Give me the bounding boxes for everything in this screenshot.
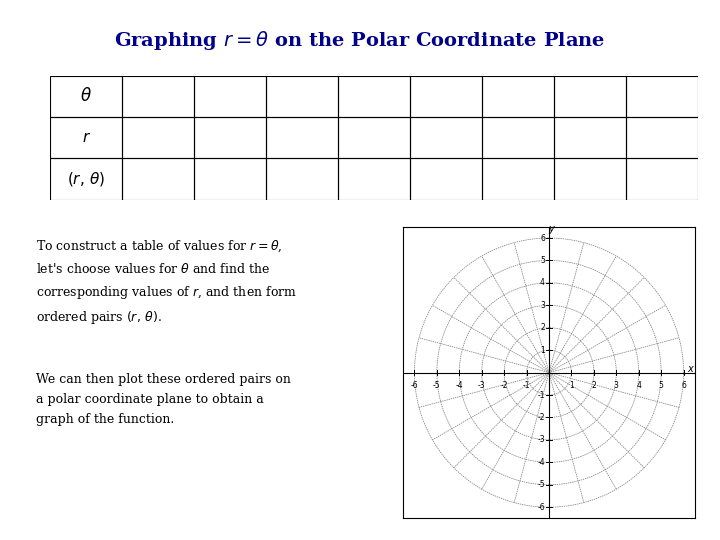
Bar <box>122 117 194 158</box>
Bar <box>482 117 554 158</box>
Bar <box>554 76 626 117</box>
Text: 3: 3 <box>540 301 545 310</box>
Text: $(r,\, \theta)$: $(r,\, \theta)$ <box>67 170 106 188</box>
Bar <box>410 158 482 200</box>
Text: -4: -4 <box>456 381 463 390</box>
Bar <box>194 117 266 158</box>
Text: To construct a table of values for $r = \theta$,
let's choose values for $\theta: To construct a table of values for $r = … <box>36 239 297 327</box>
Text: -3: -3 <box>537 435 545 444</box>
Text: We can then plot these ordered pairs on
a polar coordinate plane to obtain a
gra: We can then plot these ordered pairs on … <box>36 373 291 426</box>
Bar <box>266 117 338 158</box>
Text: 2: 2 <box>540 323 545 332</box>
Bar <box>410 76 482 117</box>
Bar <box>122 158 194 200</box>
Bar <box>626 76 698 117</box>
Bar <box>482 158 554 200</box>
Bar <box>194 158 266 200</box>
Text: -6: -6 <box>537 503 545 512</box>
Bar <box>266 158 338 200</box>
Text: -2: -2 <box>500 381 508 390</box>
Text: Graphing $\mathit{r} = \theta$ on the Polar Coordinate Plane: Graphing $\mathit{r} = \theta$ on the Po… <box>114 29 606 52</box>
Bar <box>482 76 554 117</box>
Bar <box>122 76 194 117</box>
Text: 4: 4 <box>540 279 545 287</box>
Bar <box>554 158 626 200</box>
Text: -6: -6 <box>410 381 418 390</box>
Text: 5: 5 <box>659 381 664 390</box>
Bar <box>50 158 122 200</box>
Bar <box>194 76 266 117</box>
Text: $y$: $y$ <box>549 224 557 236</box>
Bar <box>266 76 338 117</box>
Text: -5: -5 <box>537 480 545 489</box>
Text: 5: 5 <box>540 256 545 265</box>
Text: 2: 2 <box>592 381 596 390</box>
Text: -1: -1 <box>537 390 545 400</box>
Bar <box>50 117 122 158</box>
Text: -1: -1 <box>523 381 531 390</box>
Bar <box>338 158 410 200</box>
Text: 3: 3 <box>614 381 618 390</box>
Text: -3: -3 <box>478 381 485 390</box>
Bar <box>626 158 698 200</box>
Bar <box>554 117 626 158</box>
Text: 1: 1 <box>569 381 574 390</box>
Text: 6: 6 <box>540 233 545 242</box>
Text: $\theta$: $\theta$ <box>81 87 92 105</box>
Text: -2: -2 <box>537 413 545 422</box>
Bar <box>626 117 698 158</box>
Text: 1: 1 <box>540 346 545 355</box>
Bar <box>338 117 410 158</box>
Text: $x$: $x$ <box>688 364 696 374</box>
Text: 6: 6 <box>681 381 686 390</box>
Bar <box>50 76 122 117</box>
Bar <box>410 117 482 158</box>
Text: -4: -4 <box>537 458 545 467</box>
Text: 4: 4 <box>636 381 642 390</box>
Bar <box>338 76 410 117</box>
Text: -5: -5 <box>433 381 441 390</box>
Text: $r$: $r$ <box>82 131 91 145</box>
